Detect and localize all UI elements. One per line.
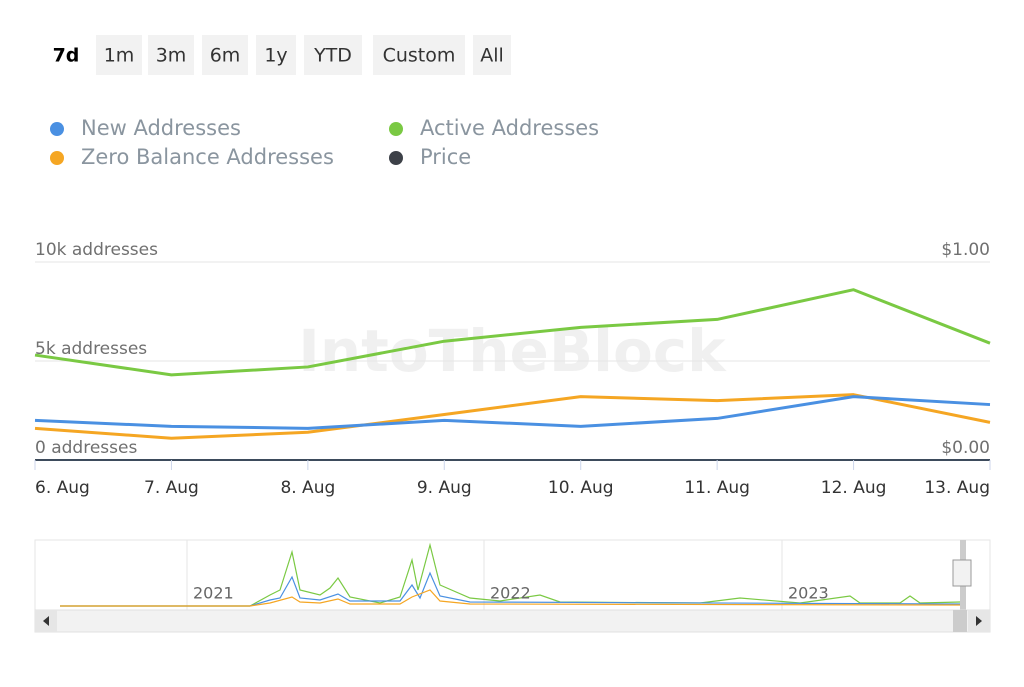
x-tick-label: 11. Aug — [684, 478, 750, 498]
range-button-label[interactable]: 1y — [264, 45, 287, 67]
x-tick-label: 8. Aug — [280, 478, 335, 498]
legend-marker[interactable] — [389, 151, 403, 165]
arrow — [976, 616, 982, 626]
x-tick-label: 10. Aug — [548, 478, 614, 498]
navigator-line — [60, 571, 961, 607]
range-button[interactable] — [148, 35, 194, 75]
watermark: IntoTheBlock — [298, 317, 727, 385]
range-button[interactable] — [256, 35, 296, 75]
navigator-label: 2022 — [490, 584, 531, 603]
navigator-line — [60, 542, 961, 607]
legend-marker[interactable] — [50, 122, 64, 136]
x-tick-label: 13. Aug — [924, 478, 990, 498]
legend-label[interactable]: Active Addresses — [420, 116, 599, 140]
y2-tick-label: $0.00 — [941, 438, 990, 458]
range-button-label[interactable]: Custom — [383, 45, 456, 67]
legend-label[interactable]: Zero Balance Addresses — [81, 145, 334, 169]
range-button-label[interactable]: 3m — [156, 45, 187, 67]
range-button[interactable] — [304, 35, 362, 75]
range-button-label[interactable]: All — [480, 45, 504, 67]
navigator-label: 2021 — [193, 584, 234, 603]
scrollbar[interactable] — [34, 609, 991, 633]
navigator-line — [60, 589, 961, 607]
navigator-handle[interactable] — [952, 559, 972, 587]
legend-label[interactable]: New Addresses — [81, 116, 241, 140]
range-button[interactable] — [96, 35, 142, 75]
range-button-label[interactable]: 7d — [53, 45, 80, 67]
series-line — [34, 393, 991, 440]
y2-tick-label: $1.00 — [941, 240, 990, 260]
y-tick-label: 10k addresses — [35, 240, 158, 260]
y-tick-label: 5k addresses — [35, 339, 147, 359]
series-line — [34, 288, 991, 377]
legend-marker[interactable] — [389, 122, 403, 136]
navigator — [34, 539, 991, 633]
x-tick-label: 9. Aug — [417, 478, 472, 498]
y-tick-label: 0 addresses — [35, 438, 137, 458]
x-tick-label: 7. Aug — [144, 478, 199, 498]
x-tick-label: 6. Aug — [35, 478, 90, 498]
range-button[interactable] — [473, 35, 511, 75]
range-button-label[interactable]: YTD — [313, 45, 352, 67]
range-button[interactable] — [202, 35, 248, 75]
range-button-label[interactable]: 1m — [104, 45, 135, 67]
legend-marker[interactable] — [50, 151, 64, 165]
navigator-label: 2023 — [788, 584, 829, 603]
x-tick-label: 12. Aug — [821, 478, 887, 498]
range-button[interactable] — [373, 35, 465, 75]
legend-label[interactable]: Price — [420, 145, 471, 169]
range-button-label[interactable]: 6m — [210, 45, 241, 67]
arrow — [43, 616, 49, 626]
scroll-thumb[interactable] — [953, 610, 967, 632]
series-line — [34, 395, 991, 430]
